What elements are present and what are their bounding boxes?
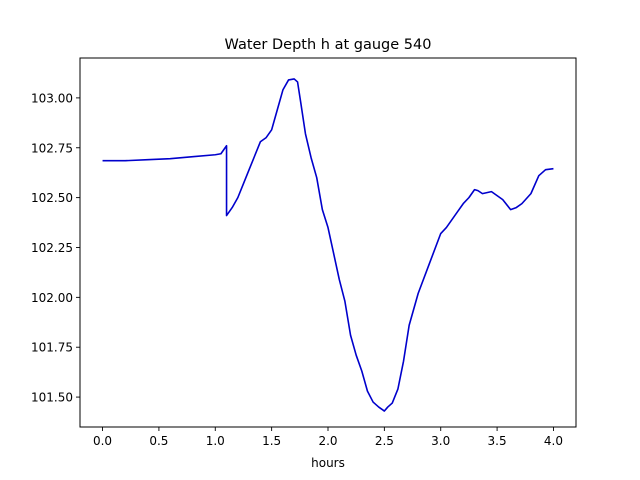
x-axis: 0.0 0.5 1.0 1.5 2.0 2.5 3.0 3.5 4.0 <box>93 427 563 448</box>
x-tick-label: 3.5 <box>488 434 507 448</box>
x-tick-label: 1.5 <box>262 434 281 448</box>
chart-title: Water Depth h at gauge 540 <box>225 37 432 53</box>
x-tick-label: 3.0 <box>431 434 450 448</box>
x-tick-label: 0.5 <box>149 434 168 448</box>
y-tick-label: 102.00 <box>31 291 73 305</box>
y-axis: 101.50 101.75 102.00 102.25 102.50 102.75 103.… <box>31 91 80 405</box>
x-tick-label: 2.0 <box>318 434 337 448</box>
x-tick-label: 4.0 <box>544 434 563 448</box>
y-tick-label: 102.75 <box>31 141 73 155</box>
plot-area <box>102 78 554 412</box>
series-line-0 <box>102 78 554 412</box>
y-tick-label: 101.75 <box>31 341 73 355</box>
x-axis-label: hours <box>311 456 345 470</box>
x-tick-label: 0.0 <box>93 434 112 448</box>
y-tick-label: 103.00 <box>31 91 73 105</box>
y-tick-label: 102.50 <box>31 191 73 205</box>
y-tick-label: 102.25 <box>31 241 73 255</box>
x-tick-label: 2.5 <box>375 434 394 448</box>
plot-frame <box>79 57 577 428</box>
y-tick-label: 101.50 <box>31 391 73 405</box>
x-tick-label: 1.0 <box>206 434 225 448</box>
